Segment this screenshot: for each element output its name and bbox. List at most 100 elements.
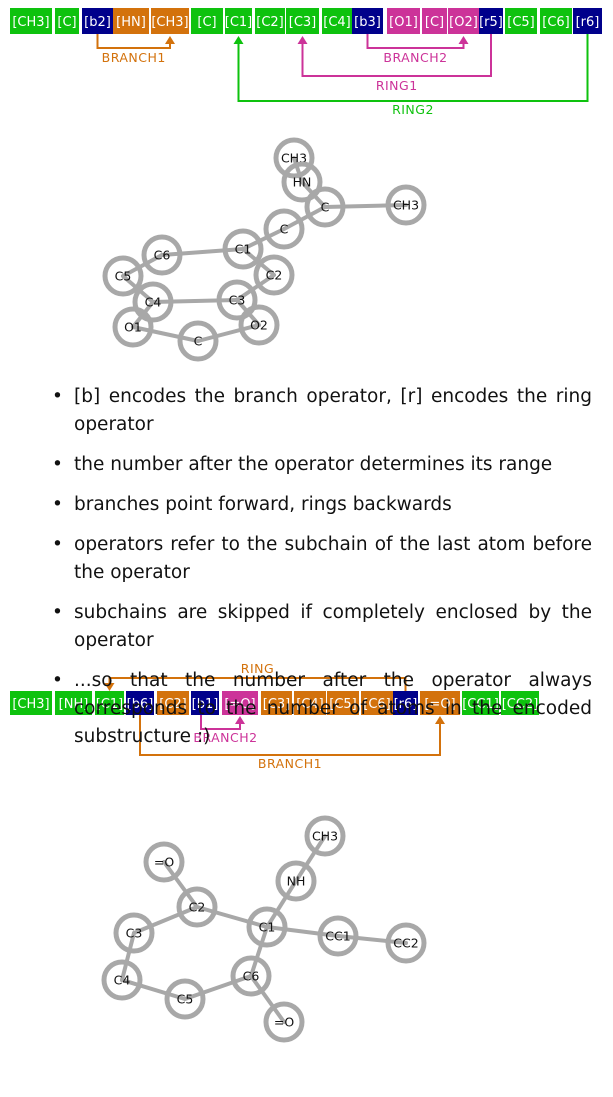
bond <box>249 974 286 1024</box>
top-token: [C4] <box>322 8 352 34</box>
mol2-atom: C6 <box>230 955 272 997</box>
mol2-atom: CH3 <box>304 815 346 857</box>
atom-ring <box>102 255 144 297</box>
top-token: [C] <box>422 8 447 34</box>
top-token-strip: [CH3] [C] [b2] [HN] [CH3] [C] [C1] [C2] [C3] [C4]… <box>10 8 602 34</box>
bond <box>162 860 199 909</box>
mol1-atom: C6 <box>141 234 183 276</box>
mol2-atom: =O <box>143 841 185 883</box>
mol1-atom: C2 <box>253 254 295 296</box>
mol2-bonds <box>120 834 408 1024</box>
token-box <box>10 8 52 34</box>
top-token: [C2] <box>255 8 285 34</box>
mol1-atom: O2 <box>238 304 280 346</box>
token-label: [C5] <box>507 15 535 30</box>
token-box <box>82 8 113 34</box>
token-box <box>151 8 189 34</box>
rule-item: the number after the operator determines… <box>52 451 592 479</box>
top-token: [C6] <box>540 8 572 34</box>
bond <box>120 931 136 982</box>
token-box <box>448 8 479 34</box>
atom-ring <box>112 306 154 348</box>
token-label: [r6] <box>576 15 600 30</box>
mol1-atom: C4 <box>132 281 174 323</box>
token-label: [CH3] <box>12 15 49 30</box>
atom-ring <box>385 922 427 964</box>
top-token: [r6] <box>573 8 602 34</box>
atom-label: C4 <box>114 973 131 988</box>
token-label: [C] <box>57 15 76 30</box>
token-label: [C3] <box>289 15 317 30</box>
bond <box>160 247 245 257</box>
atom-ring <box>132 281 174 323</box>
token-box <box>573 8 602 34</box>
bond <box>249 925 269 978</box>
top-operator-arrows: BRANCH1 BRANCH2 RING1 RING2 <box>96 34 589 117</box>
bond <box>183 974 253 1001</box>
molecule-2: CH3 NH C1 C2 =O C3 C4 C5 C6 =O CC1 CC2 <box>101 815 427 1043</box>
atom-label: C6 <box>243 969 260 984</box>
atom-ring <box>385 184 427 226</box>
operator-label: BRANCH1 <box>102 50 166 65</box>
bond <box>265 879 298 929</box>
bond <box>131 325 200 343</box>
token-label: [C2] <box>256 15 284 30</box>
atom-ring <box>230 955 272 997</box>
atom-label: C6 <box>154 248 171 263</box>
rule-item: operators refer to the subchain of the l… <box>52 531 592 587</box>
rule-item: subchains are skipped if completely encl… <box>52 599 592 655</box>
token-label: [C] <box>197 15 216 30</box>
token-label: [C4] <box>323 15 351 30</box>
arrowhead <box>297 36 308 44</box>
mol2-atom: C4 <box>101 959 143 1001</box>
atom-ring <box>141 234 183 276</box>
token-box <box>225 8 252 34</box>
token-label: [O2] <box>449 15 478 30</box>
operator-label: BRANCH2 <box>383 50 447 65</box>
operator-label: RING1 <box>376 78 418 93</box>
ring2-arrow <box>237 34 589 102</box>
token-box <box>113 8 149 34</box>
rules-list: [b] encodes the branch operator, [r] enc… <box>52 383 592 763</box>
mol2-atom: C5 <box>164 978 206 1020</box>
branch2-arrow <box>366 34 465 49</box>
mol1-atom: HN <box>281 161 323 203</box>
top-token: [O2] <box>448 8 479 34</box>
atom-label: CH3 <box>312 829 338 844</box>
token-box <box>255 8 285 34</box>
token-box <box>191 8 223 34</box>
atom-ring <box>101 959 143 1001</box>
atom-ring <box>273 137 315 179</box>
mol1-atom: C <box>304 186 346 228</box>
atom-label: C <box>194 334 203 349</box>
bond <box>151 298 239 304</box>
top-token: [CH3] <box>10 8 52 34</box>
token-box <box>387 8 420 34</box>
mol1-atom: C <box>177 320 219 362</box>
mol2-atom: C1 <box>246 906 288 948</box>
atom-label: C5 <box>177 992 194 1007</box>
mol2-atom: NH <box>275 860 317 902</box>
bond <box>120 978 187 1001</box>
bond <box>282 205 327 231</box>
token-box <box>352 8 383 34</box>
token-box <box>55 8 79 34</box>
token-label: [b2] <box>84 15 111 30</box>
mol1-atom: C <box>263 208 305 250</box>
token-box <box>286 8 319 34</box>
token-label: [C] <box>425 15 444 30</box>
atom-ring <box>222 228 264 270</box>
token-box <box>505 8 537 34</box>
top-token: [O1] <box>387 8 420 34</box>
top-token: [CH3] <box>151 8 189 34</box>
atom-ring <box>176 886 218 928</box>
mol2-atom: CC2 <box>385 922 427 964</box>
bond <box>336 934 408 945</box>
token-box <box>479 8 503 34</box>
bond <box>121 253 164 278</box>
atom-label: C2 <box>189 900 206 915</box>
atom-ring <box>281 161 323 203</box>
atom-label: C3 <box>126 926 143 941</box>
atom-label: O1 <box>124 320 142 335</box>
